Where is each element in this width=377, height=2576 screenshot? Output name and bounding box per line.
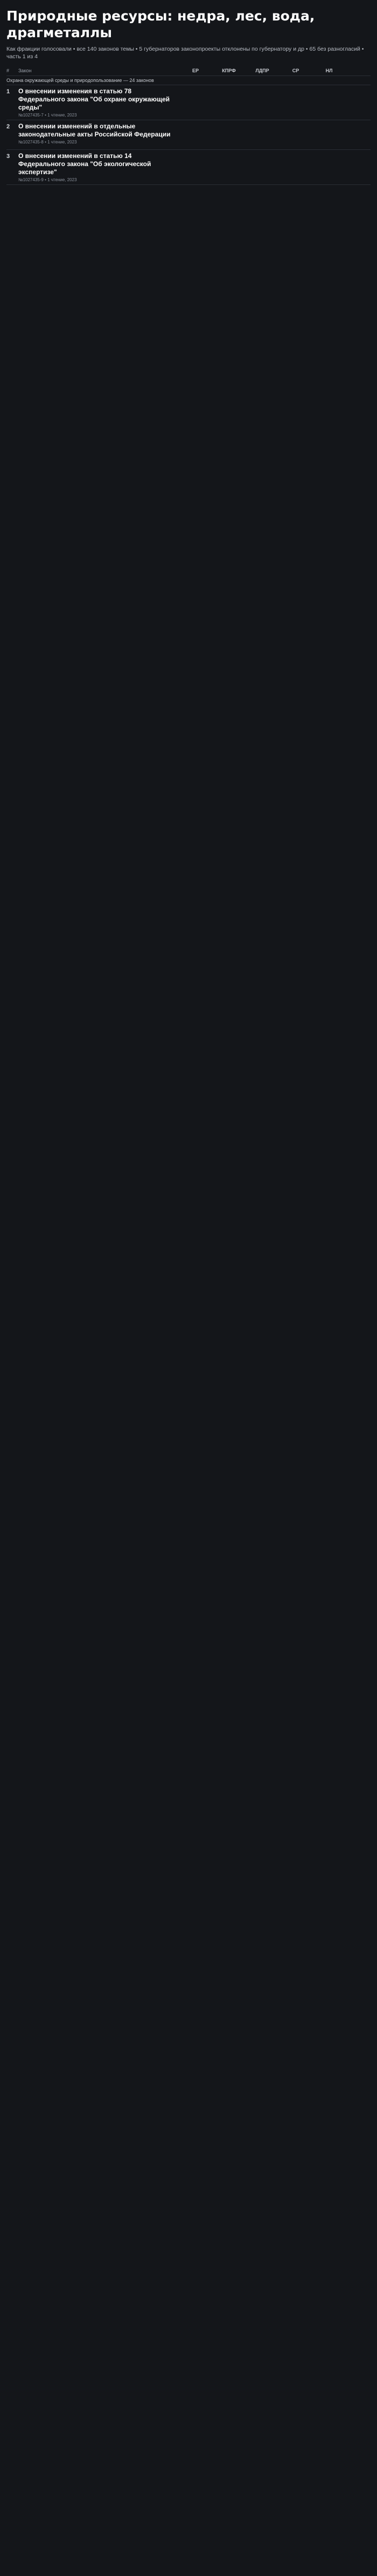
law-number: 1 xyxy=(6,88,10,95)
column-header-law: Закон xyxy=(18,68,32,73)
section-heading: Охрана окружающей среды и природопользов… xyxy=(6,76,371,85)
column-header-sr: СР xyxy=(292,68,299,73)
page-title: Природные ресурсы: недра, лес, вода, дра… xyxy=(6,8,315,40)
law-row[interactable]: 1 О внесении изменения в статью 78 Федер… xyxy=(6,85,371,120)
law-cell: О внесении изменений в статью 14 Федерал… xyxy=(18,152,179,182)
law-number: 3 xyxy=(6,153,10,160)
column-header-num: # xyxy=(6,68,10,73)
column-header-row: # Закон ЕР КПРФ ЛДПР СР НЛ xyxy=(6,66,371,76)
page-wrap: Природные ресурсы: недра, лес, вода, дра… xyxy=(0,0,377,185)
page-subtitle: Как фракции голосовали • все 140 законов… xyxy=(6,46,364,60)
vote-cells xyxy=(179,87,371,118)
law-title: О внесении изменения в статью 78 Федерал… xyxy=(18,87,170,111)
law-row[interactable]: 2 О внесении изменений в отдельные закон… xyxy=(6,120,371,150)
vote-cells xyxy=(179,122,371,147)
column-header-er: ЕР xyxy=(192,68,199,73)
column-header-kprf: КПРФ xyxy=(222,68,236,73)
column-header-ldpr: ЛДПР xyxy=(255,68,269,73)
column-header-nl: НЛ xyxy=(325,68,333,73)
law-meta: №1027435-7 • 1 чтение, 2023 xyxy=(18,113,77,118)
law-number: 2 xyxy=(6,123,10,130)
law-title: О внесении изменений в статью 14 Федерал… xyxy=(18,152,151,176)
law-title: О внесении изменений в отдельные законод… xyxy=(18,122,171,138)
law-meta: №1027435-9 • 1 чтение, 2023 xyxy=(18,177,77,182)
vote-cells xyxy=(179,152,371,182)
law-row[interactable]: 3 О внесении изменений в статью 14 Федер… xyxy=(6,150,371,185)
law-cell: О внесении изменения в статью 78 Федерал… xyxy=(18,87,179,118)
law-cell: О внесении изменений в отдельные законод… xyxy=(18,122,179,147)
law-meta: №1027435-8 • 1 чтение, 2023 xyxy=(18,140,77,145)
